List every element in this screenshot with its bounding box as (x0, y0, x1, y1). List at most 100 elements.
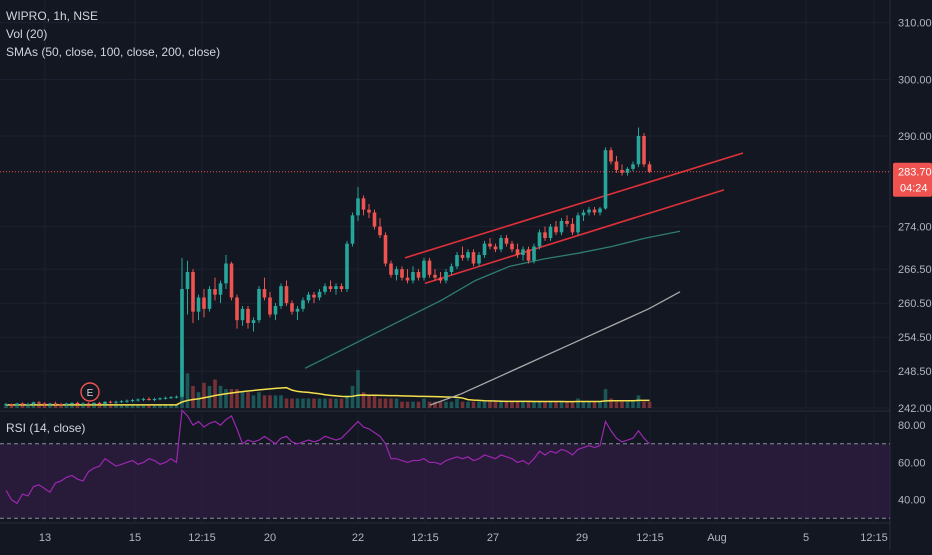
volume-bar-16 (92, 404, 96, 408)
volume-bar-68 (378, 398, 382, 408)
price-tag-value: 283.70 (898, 167, 932, 179)
candle-body-40 (224, 263, 228, 284)
price-tick-label-0: 310.00 (898, 18, 932, 30)
candle-body-106 (587, 209, 591, 213)
volume-bar-79 (438, 401, 443, 408)
volume-bar-105 (581, 401, 586, 408)
volume-bar-2 (15, 404, 19, 408)
candle-body-49 (273, 306, 278, 315)
symbol-legend[interactable]: WIPRO, 1h, NSE (6, 9, 99, 23)
candle-body-48 (268, 297, 272, 315)
candle-body-30 (169, 397, 173, 399)
candle-body-20 (114, 401, 118, 403)
rsi-band (0, 443, 890, 519)
candle-body-66 (367, 209, 371, 213)
volume-legend[interactable]: Vol (20) (6, 27, 48, 41)
candle-body-102 (565, 221, 569, 224)
time-tick-label-7: 29 (576, 532, 588, 544)
volume-bar-96 (532, 401, 536, 408)
time-tick-label-11: 12:15 (860, 532, 888, 544)
volume-bar-29 (163, 404, 168, 408)
volume-bar-110 (609, 398, 613, 408)
volume-bar-85 (471, 401, 476, 408)
candle-body-87 (482, 243, 487, 255)
volume-ma (6, 386, 650, 406)
volume-bar-7 (42, 404, 47, 408)
earnings-marker[interactable]: E (80, 382, 100, 402)
candle-body-104 (576, 215, 580, 233)
candle-body-74 (411, 272, 415, 281)
price-tag-countdown: 04:24 (900, 183, 928, 195)
price-tick-label-5: 266.50 (898, 264, 932, 276)
volume-bar-80 (444, 401, 448, 408)
candle-body-47 (262, 289, 267, 298)
rsi-legend[interactable]: RSI (14, close) (6, 421, 86, 435)
volume-bar-41 (229, 389, 234, 408)
candle-body-61 (339, 286, 344, 289)
price-tick-label-7: 254.50 (898, 332, 932, 344)
earnings-label: E (87, 388, 94, 399)
volume-bar-104 (576, 398, 580, 408)
candle-body-54 (301, 300, 305, 309)
volume-bar-92 (510, 401, 514, 408)
candle-body-90 (499, 238, 503, 250)
volume-bar-4 (26, 404, 30, 408)
candle-body-95 (526, 249, 531, 261)
candle-body-63 (350, 215, 355, 244)
candle-body-2 (15, 403, 19, 406)
candle-body-88 (488, 243, 492, 247)
volume-bar-38 (213, 379, 217, 408)
candle-body-55 (306, 294, 311, 301)
volume-bar-49 (273, 395, 278, 408)
volume-bar-69 (383, 398, 388, 408)
volume-bar-89 (493, 401, 498, 408)
volume-bar-66 (367, 395, 371, 408)
candle-body-115 (636, 136, 641, 165)
time-tick-label-2: 12:15 (188, 532, 216, 544)
volume-bar-19 (108, 404, 113, 408)
candle-body-0 (4, 404, 8, 406)
volume-bar-57 (317, 398, 322, 408)
volume-bar-101 (559, 401, 564, 408)
candle-body-41 (229, 263, 234, 298)
rsi-tick-label-2: 40.00 (898, 495, 926, 507)
volume-bar-10 (59, 404, 63, 408)
candle-body-67 (372, 212, 377, 227)
volume-bar-52 (290, 398, 294, 408)
sma-lines (304, 230, 681, 406)
price-tick-label-4: 274.00 (898, 222, 932, 234)
volume-bar-53 (295, 398, 300, 408)
candle-body-46 (257, 289, 261, 321)
volume-bar-62 (345, 395, 349, 408)
rsi-line (5, 408, 650, 505)
volume-bar-59 (328, 398, 333, 408)
volume-bar-17 (97, 404, 102, 408)
volume-bar-22 (125, 404, 129, 408)
candle-body-62 (345, 243, 349, 289)
candle-body-93 (515, 249, 520, 255)
volume-bar-25 (141, 404, 146, 408)
earnings-circle[interactable] (80, 382, 100, 402)
candle-body-35 (196, 297, 201, 312)
candle-body-12 (70, 402, 74, 404)
sma-legend[interactable]: SMAs (50, close, 100, close, 200, close) (6, 45, 221, 59)
volume-bar-46 (257, 392, 261, 408)
candle-body-7 (42, 403, 47, 405)
time-axis[interactable]: 13 15 12:15 20 22 12:15 27 29 12:15 Aug 5 12:15 (39, 532, 888, 544)
candle-body-34 (191, 272, 195, 312)
rsi-axis[interactable]: 80.00 60.00 40.00 (898, 420, 926, 506)
volume-bar-78 (433, 401, 437, 408)
price-tick-label-6: 260.50 (898, 298, 932, 310)
candle-body-103 (570, 223, 575, 233)
candle-body-14 (81, 403, 85, 405)
candle-body-107 (592, 209, 597, 213)
trend-channel[interactable] (404, 152, 744, 285)
price-tick-label-9: 242.00 (898, 403, 932, 415)
volume-bar-70 (389, 398, 393, 408)
price-axis[interactable]: 310.00 300.00 290.00 274.00 266.50 260.50 254.… (898, 18, 932, 415)
volume-bars (4, 348, 652, 408)
candles (4, 127, 652, 407)
candle-body-44 (246, 308, 250, 323)
